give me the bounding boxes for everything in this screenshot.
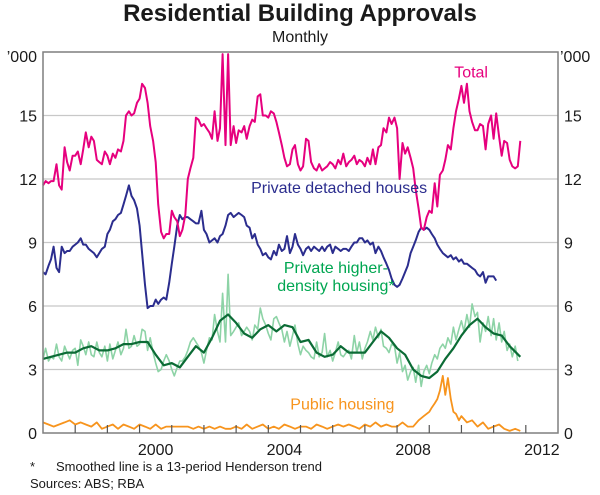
series-label-public-housing: Public housing [290,397,394,414]
series-label-higher-density-line2: density housing* [277,278,394,295]
x-tick-label: 2012 [524,442,560,459]
y-tick-label-left: 9 [28,236,37,253]
y-tick-label-left: 0 [28,426,37,443]
y-tick-label-right: 15 [564,109,582,126]
x-tick-label: 2008 [395,442,431,459]
series-label-higher-density-line1: Private higher- [284,260,388,277]
series-label-private-detached: Private detached houses [251,180,427,197]
y-tick-label-left: 12 [19,172,37,189]
y-tick-label-left: 15 [19,109,37,126]
y-tick-label-right: 9 [564,236,573,253]
gridlines [43,114,558,371]
footnote-marker: * [30,459,36,474]
y-tick-label-left: 6 [28,299,37,316]
axes: 0 0 3 3 6 6 9 9 12 12 15 15 ’000 ’000 2000 2004 2008 2012 [7,49,591,459]
series-line-higher-density-trend [42,313,522,380]
y-tick-label-right: 0 [564,426,573,443]
y-unit-label-left: ’000 [7,49,37,66]
series-labels: Total Private detached houses Private high… [251,64,488,413]
chart-title: Residential Building Approvals [123,0,477,27]
series-line-public-housing [42,375,521,432]
footnote: * Smoothed line is a 13-period Henderson … [30,458,322,475]
series-line-private-detached [42,184,498,310]
sources-note: Sources: ABS; RBA [30,476,145,491]
series-layer [42,53,522,432]
x-tick-label: 2004 [267,442,303,459]
x-tick-label: 2000 [138,442,174,459]
series-line-total [42,53,522,240]
y-tick-label-right: 6 [564,299,573,316]
series-label-total: Total [454,64,488,81]
y-tick-label-left: 3 [28,363,37,380]
chart-subtitle: Monthly [271,29,329,46]
series-line-higher-density [42,273,519,388]
y-tick-label-right: 3 [564,363,573,380]
y-tick-label-right: 12 [564,172,582,189]
footnote-text: Smoothed line is a 13-period Henderson t… [56,459,322,474]
y-unit-label-right: ’000 [560,49,590,66]
